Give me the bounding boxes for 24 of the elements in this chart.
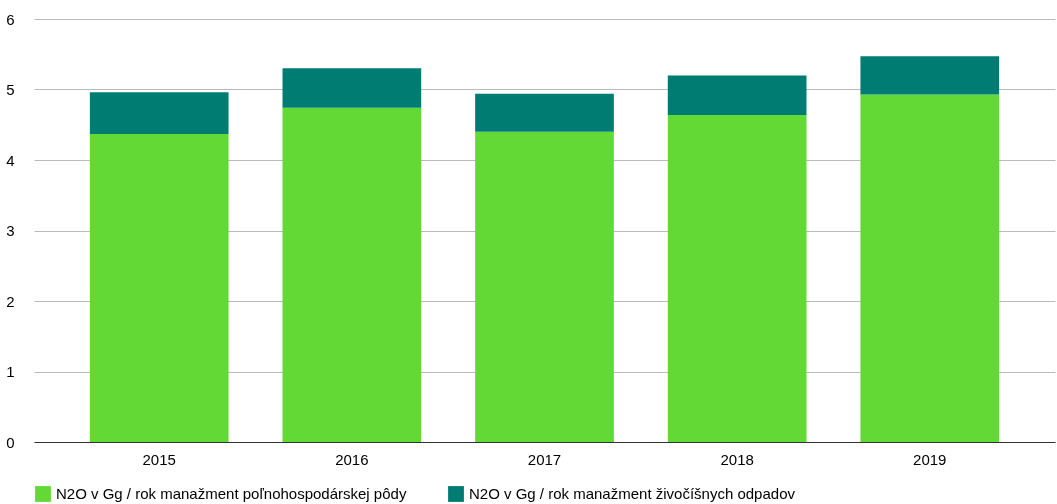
y-tick-label: 5	[6, 81, 15, 98]
bar	[667, 114, 807, 442]
x-tick-label: 2015	[142, 450, 176, 468]
y-tick-label: 0	[6, 433, 15, 451]
y-tick-label: 2	[6, 292, 15, 310]
x-tick-label: 2016	[335, 450, 369, 468]
x-tick-label: 2018	[720, 450, 754, 468]
bar	[860, 56, 1000, 95]
bar	[667, 75, 807, 115]
legend-label: N2O v Gg / rok manažment živočíšnych odpadov	[469, 485, 796, 502]
legend-label: N2O v Gg / rok manažment poľnohospodárskej pôdy	[56, 485, 407, 502]
bar	[475, 93, 614, 132]
y-tick-label: 4	[6, 151, 15, 169]
x-tick-label: 2017	[527, 450, 562, 468]
bar	[89, 92, 229, 134]
bar	[475, 131, 614, 442]
bar	[860, 94, 1000, 442]
bar	[282, 68, 422, 108]
x-tick-label: 2019	[913, 450, 947, 468]
bar	[282, 107, 422, 442]
y-tick-label: 1	[6, 363, 15, 380]
bar	[89, 133, 229, 442]
y-tick-label: 6	[6, 10, 15, 28]
y-tick-label: 3	[6, 222, 15, 239]
